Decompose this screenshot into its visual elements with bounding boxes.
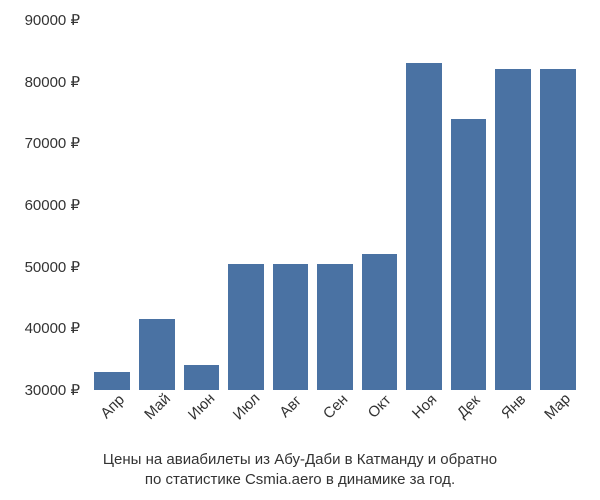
x-axis: АпрМайИюнИюлАвгСенОктНояДекЯнвМар [90, 395, 580, 445]
bar-slot [135, 20, 180, 390]
bar [540, 69, 576, 390]
bar [184, 365, 220, 390]
bar [139, 319, 175, 390]
caption-line-2: по статистике Csmia.aero в динамике за г… [0, 470, 600, 490]
bar-slot [90, 20, 135, 390]
bar [495, 69, 531, 390]
bar [273, 264, 309, 390]
chart-container: 30000 ₽ 40000 ₽ 50000 ₽ 60000 ₽ 70000 ₽ 80000… [0, 0, 600, 500]
y-tick-label: 80000 ₽ [25, 73, 80, 91]
bar [228, 264, 264, 390]
bar-slot [491, 20, 536, 390]
x-tick-label: Мар [536, 385, 600, 452]
bar [362, 254, 398, 390]
y-axis: 30000 ₽40000 ₽50000 ₽60000 ₽70000 ₽80000… [0, 20, 85, 390]
bar [406, 63, 442, 390]
y-tick-label: 30000 ₽ [25, 381, 80, 399]
y-tick-label: 60000 ₽ [25, 196, 80, 214]
bar-slot [313, 20, 358, 390]
bar-slot [179, 20, 224, 390]
bar [451, 119, 487, 390]
bar [317, 264, 353, 390]
bar-slot [268, 20, 313, 390]
bar-slot [446, 20, 491, 390]
bar-slot [402, 20, 447, 390]
chart-caption: Цены на авиабилеты из Абу-Даби в Катманд… [0, 450, 600, 491]
caption-line-1: Цены на авиабилеты из Абу-Даби в Катманд… [0, 450, 600, 470]
chart-plot-area [90, 20, 580, 390]
bars-group [90, 20, 580, 390]
bar-slot [224, 20, 269, 390]
bar-slot [535, 20, 580, 390]
bar-slot [357, 20, 402, 390]
y-tick-label: 40000 ₽ [25, 319, 80, 337]
y-tick-label: 70000 ₽ [25, 134, 80, 152]
y-tick-label: 50000 ₽ [25, 258, 80, 276]
y-tick-label: 90000 ₽ [25, 11, 80, 29]
